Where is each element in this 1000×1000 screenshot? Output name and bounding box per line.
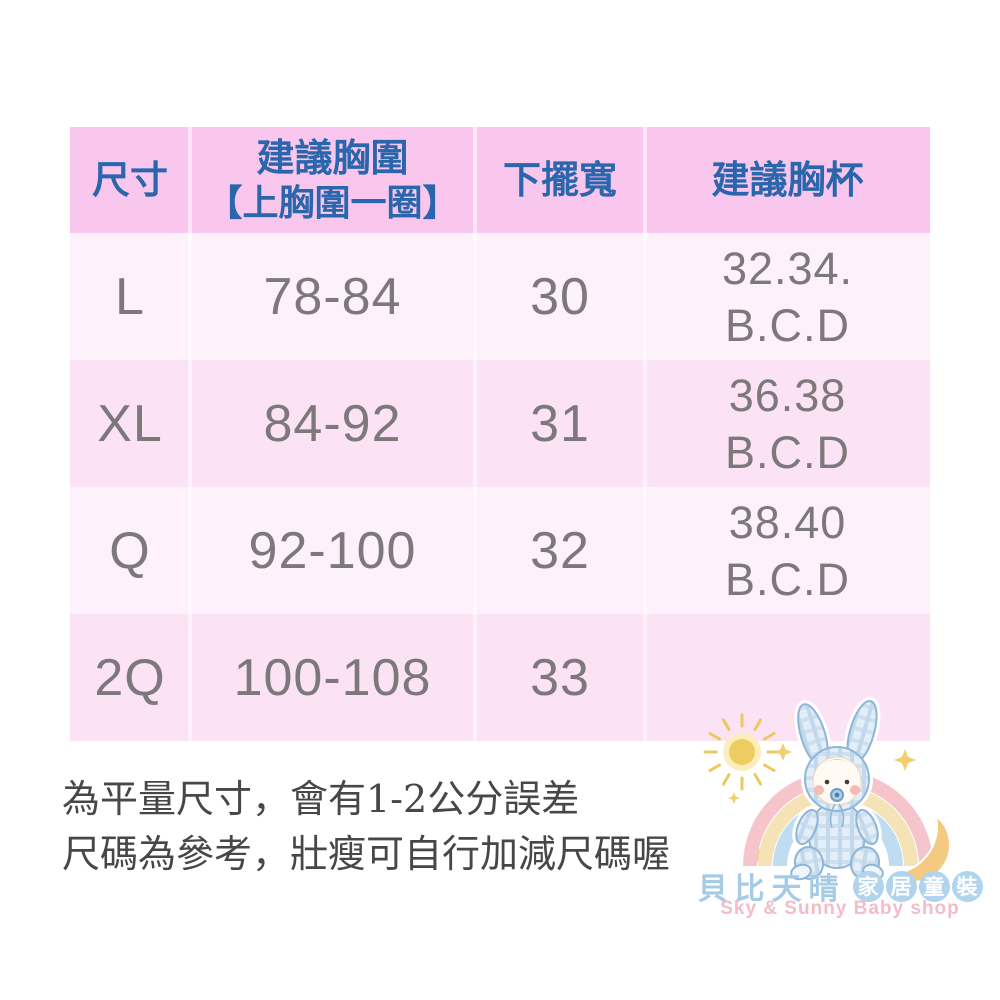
- cup-line: B.C.D: [724, 553, 850, 605]
- cell-size: L: [115, 267, 145, 326]
- brand-badge: 裝: [951, 870, 983, 902]
- cup-line: 36.38: [728, 369, 847, 421]
- table-row: 2Q 100-108 33: [70, 614, 930, 741]
- brand-badge: 童: [918, 870, 950, 902]
- table-row: L 78-84 30 32.34. B.C.D: [70, 233, 930, 360]
- table-row: Q 92-100 32 38.40 B.C.D: [70, 487, 930, 614]
- brand-logo: 貝比天晴 家 居 童 裝 Sky & Sunny Baby shop: [690, 688, 990, 968]
- header-label: 建議胸圍: [256, 134, 409, 180]
- cell-hem: 30: [530, 267, 590, 326]
- cup-line: 38.40: [728, 496, 847, 548]
- cup-line: B.C.D: [724, 299, 850, 351]
- cell-size: XL: [97, 394, 163, 453]
- brand-badge: 家: [852, 870, 884, 902]
- header-label: 下擺寬: [502, 157, 617, 203]
- column-divider: [643, 127, 647, 741]
- cell-hem: 32: [530, 521, 590, 580]
- measurement-notes: 為平量尺寸，會有1-2公分誤差 尺碼為參考，壯瘦可自行加減尺碼喔: [62, 772, 670, 882]
- header-sublabel: 【上胸圍一圈】: [206, 182, 459, 225]
- table-header-row: 尺寸 建議胸圍 【上胸圍一圈】 下擺寬 建議胸杯: [70, 127, 930, 233]
- brand-name-cjk: 貝比天晴: [697, 872, 846, 907]
- column-divider: [188, 127, 192, 741]
- cell-cup: 36.38 B.C.D: [645, 360, 930, 487]
- cell-bust: 100-108: [233, 648, 432, 707]
- column-divider: [473, 127, 477, 741]
- moon-icon: [887, 813, 951, 884]
- cup-line: 32.34.: [721, 242, 854, 294]
- cell-cup: 38.40 B.C.D: [645, 487, 930, 614]
- header-label: 尺寸: [91, 157, 168, 203]
- cell-bust: 78-84: [263, 267, 402, 326]
- cup-line: B.C.D: [724, 426, 850, 478]
- column-header-hem: 下擺寬: [475, 127, 645, 233]
- cell-cup: 32.34. B.C.D: [645, 233, 930, 360]
- cell-hem: 33: [530, 648, 590, 707]
- logo-art: [703, 697, 951, 884]
- cell-size: 2Q: [94, 648, 166, 707]
- cell-size: Q: [109, 521, 151, 580]
- bunny-baby-icon: [790, 697, 884, 883]
- size-table: 尺寸 建議胸圍 【上胸圍一圈】 下擺寬 建議胸杯 L 78-84 30 32.3…: [70, 127, 930, 741]
- sun-icon: [703, 713, 781, 791]
- brand-badges: 家 居 童 裝: [852, 870, 983, 902]
- cell-hem: 31: [530, 394, 590, 453]
- cell-bust: 92-100: [248, 521, 417, 580]
- header-label: 建議胸杯: [711, 157, 864, 203]
- column-header-cup: 建議胸杯: [645, 127, 930, 233]
- note-line-2: 尺碼為參考，壯瘦可自行加減尺碼喔: [62, 832, 671, 876]
- brand-name-en: Sky & Sunny Baby shop: [720, 898, 960, 919]
- note-line-1: 為平量尺寸，會有1-2公分誤差: [62, 777, 580, 821]
- cell-bust: 84-92: [263, 394, 402, 453]
- column-header-bust: 建議胸圍 【上胸圍一圈】: [190, 127, 475, 233]
- column-header-size: 尺寸: [70, 127, 190, 233]
- brand-badge: 居: [885, 870, 917, 902]
- table-row: XL 84-92 31 36.38 B.C.D: [70, 360, 930, 487]
- brand-name-row: 貝比天晴 家 居 童 裝: [690, 864, 990, 908]
